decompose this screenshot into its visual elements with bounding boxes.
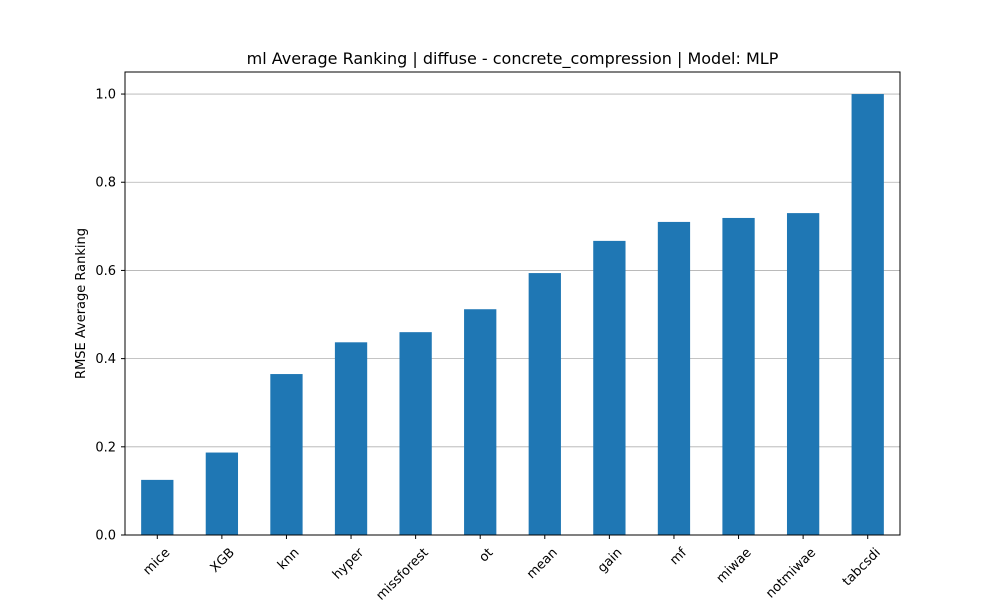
bar-hyper <box>334 342 368 535</box>
bars <box>141 94 884 536</box>
y-tick-label: 0.2 <box>95 440 116 455</box>
y-axis-ticks: 0.0 0.2 0.4 0.6 0.8 1.0 <box>95 88 125 544</box>
y-axis-label: RMSE Average Ranking <box>74 228 89 379</box>
bar-XGB <box>205 452 239 535</box>
y-tick-label: 0.0 <box>95 529 116 544</box>
bar-tabcsdi <box>851 94 884 536</box>
bar-knn <box>270 374 303 535</box>
y-tick-label: 0.6 <box>95 264 116 279</box>
bar-mf <box>657 221 691 535</box>
plot-frame <box>124 71 901 536</box>
bar-mean <box>528 273 561 535</box>
bar-missforest <box>399 332 432 535</box>
y-tick-label: 1.0 <box>95 88 116 103</box>
bar-ot <box>464 309 497 535</box>
y-tick-label: 0.8 <box>95 176 116 191</box>
bar-notmiwae <box>786 213 820 535</box>
chart-title: ml Average Ranking | diffuse - concrete_… <box>247 49 779 69</box>
bar-mice <box>141 479 174 535</box>
bar-miwae <box>722 217 755 535</box>
y-tick-label: 0.4 <box>95 352 116 367</box>
bar-gain <box>593 240 626 535</box>
